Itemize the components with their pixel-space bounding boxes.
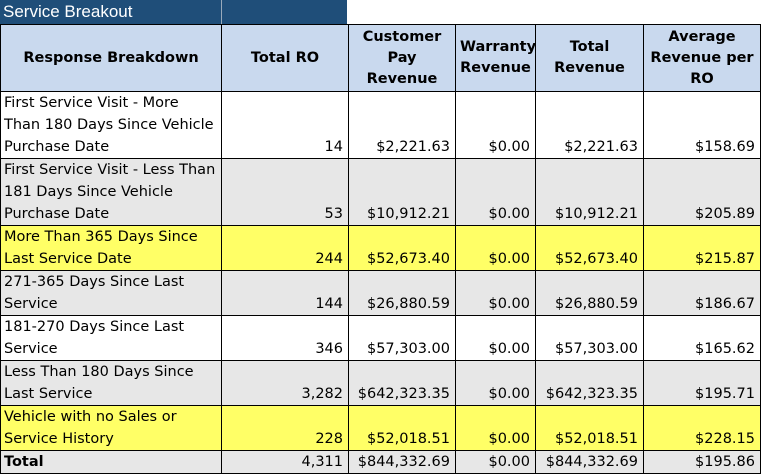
column-header[interactable]: Total RO	[221, 24, 349, 92]
value-cell[interactable]: $52,018.51	[535, 405, 644, 451]
row-label-cell[interactable]: Total	[0, 450, 222, 474]
table-row: Less Than 180 Days Since Last Service 3,2…	[0, 360, 761, 406]
total-row: Total 4,311 $844,332.69 $0.00 $844,332.69 $19…	[0, 450, 761, 474]
row-label-cell[interactable]: First Service Visit - Less Than 181 Days…	[0, 158, 222, 226]
value-cell[interactable]: 144	[221, 270, 349, 316]
value-cell[interactable]: $0.00	[455, 360, 536, 406]
title-bar-filler	[221, 0, 347, 24]
value-cell[interactable]: $57,303.00	[348, 315, 456, 361]
table-row: 181-270 Days Since Last Service 346 $57,30…	[0, 315, 761, 361]
row-label-cell[interactable]: Vehicle with no Sales or Service History	[0, 405, 222, 451]
value-cell[interactable]: $186.67	[643, 270, 761, 316]
value-cell[interactable]: $844,332.69	[348, 450, 456, 474]
column-header[interactable]: Average Revenue per RO	[643, 24, 761, 92]
table-row: More Than 365 Days Since Last Service Da…	[0, 225, 761, 271]
row-label-cell[interactable]: Less Than 180 Days Since Last Service	[0, 360, 222, 406]
value-cell[interactable]: $195.71	[643, 360, 761, 406]
value-cell[interactable]: $52,673.40	[535, 225, 644, 271]
column-header[interactable]: Response Breakdown	[0, 24, 222, 92]
service-breakout-table: Response Breakdown Total RO Customer Pay…	[0, 24, 761, 474]
value-cell[interactable]: $2,221.63	[535, 91, 644, 159]
column-header[interactable]: Warranty Revenue	[455, 24, 536, 92]
column-header[interactable]: Customer Pay Revenue	[348, 24, 456, 92]
row-label-cell[interactable]: 181-270 Days Since Last Service	[0, 315, 222, 361]
value-cell[interactable]: $0.00	[455, 450, 536, 474]
value-cell[interactable]: 14	[221, 91, 349, 159]
value-cell[interactable]: 228	[221, 405, 349, 451]
header-row: Response Breakdown Total RO Customer Pay…	[0, 24, 761, 92]
title-bar: Service Breakout	[0, 0, 761, 24]
value-cell[interactable]: $0.00	[455, 158, 536, 226]
table-row: First Service Visit - More Than 180 Days…	[0, 91, 761, 159]
value-cell[interactable]: $52,018.51	[348, 405, 456, 451]
value-cell[interactable]: $0.00	[455, 315, 536, 361]
value-cell[interactable]: $2,221.63	[348, 91, 456, 159]
value-cell[interactable]: $26,880.59	[348, 270, 456, 316]
value-cell[interactable]: 346	[221, 315, 349, 361]
value-cell[interactable]: $0.00	[455, 91, 536, 159]
value-cell[interactable]: $215.87	[643, 225, 761, 271]
value-cell[interactable]: $195.86	[643, 450, 761, 474]
value-cell[interactable]: $642,323.35	[348, 360, 456, 406]
value-cell[interactable]: $844,332.69	[535, 450, 644, 474]
value-cell[interactable]: $165.62	[643, 315, 761, 361]
row-label-cell[interactable]: 271-365 Days Since Last Service	[0, 270, 222, 316]
table-row: First Service Visit - Less Than 181 Days…	[0, 158, 761, 226]
table-row: Vehicle with no Sales or Service History…	[0, 405, 761, 451]
value-cell[interactable]: 53	[221, 158, 349, 226]
value-cell[interactable]: 3,282	[221, 360, 349, 406]
value-cell[interactable]: $205.89	[643, 158, 761, 226]
value-cell[interactable]: $0.00	[455, 225, 536, 271]
value-cell[interactable]: $0.00	[455, 270, 536, 316]
value-cell[interactable]: $642,323.35	[535, 360, 644, 406]
column-header[interactable]: Total Revenue	[535, 24, 644, 92]
value-cell[interactable]: $0.00	[455, 405, 536, 451]
value-cell[interactable]: $158.69	[643, 91, 761, 159]
table-row: 271-365 Days Since Last Service 144 $26,88…	[0, 270, 761, 316]
sheet-title: Service Breakout	[0, 0, 221, 24]
value-cell[interactable]: $57,303.00	[535, 315, 644, 361]
value-cell[interactable]: $52,673.40	[348, 225, 456, 271]
row-label-cell[interactable]: More Than 365 Days Since Last Service Da…	[0, 225, 222, 271]
row-label-cell[interactable]: First Service Visit - More Than 180 Days…	[0, 91, 222, 159]
value-cell[interactable]: $26,880.59	[535, 270, 644, 316]
value-cell[interactable]: $228.15	[643, 405, 761, 451]
value-cell[interactable]: 244	[221, 225, 349, 271]
value-cell[interactable]: $10,912.21	[535, 158, 644, 226]
value-cell[interactable]: $10,912.21	[348, 158, 456, 226]
value-cell[interactable]: 4,311	[221, 450, 349, 474]
